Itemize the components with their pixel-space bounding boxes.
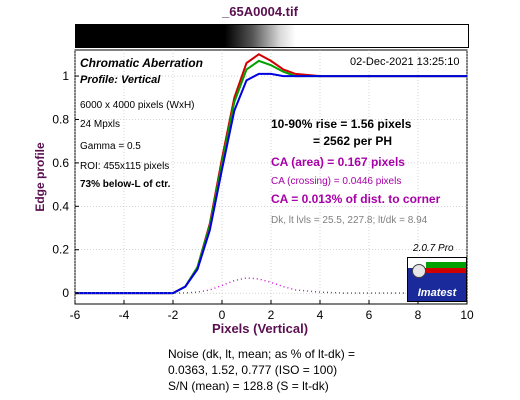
noise-line: S/N (mean) = 128.8 (S = lt-dk) [168, 379, 329, 393]
noise-line: Noise (dk, lt, mean; as % of lt-dk) = [168, 347, 356, 361]
y-tick-label: 0.2 [52, 243, 69, 257]
x-tick-label: -2 [168, 308, 179, 322]
version-label: 2.0.7 Pro [413, 243, 454, 254]
x-axis-label: Pixels (Vertical) [211, 321, 309, 336]
info-line: Gamma = 0.5 [80, 141, 141, 152]
levels-result: Dk, lt lvls = 25.5, 227.8; lt/dk = 8.94 [271, 215, 428, 226]
y-tick-label: 1 [62, 69, 69, 83]
logo-text: Imatest [417, 287, 457, 299]
ca-heading: Chromatic Aberration [80, 56, 203, 70]
rise-per-ph: = 2562 per PH [313, 134, 393, 148]
x-tick-label: -6 [70, 308, 81, 322]
y-tick-label: 0 [62, 286, 69, 300]
x-tick-label: 10 [460, 308, 474, 322]
noise-line: 0.0363, 1.52, 0.777 (ISO = 100) [168, 363, 338, 377]
x-tick-label: 0 [219, 308, 226, 322]
x-tick-label: 6 [366, 308, 373, 322]
x-tick-label: -4 [119, 308, 130, 322]
ca-crossing-result: CA (crossing) = 0.0446 pixels [271, 176, 402, 187]
ca-corner-result: CA = 0.013% of dist. to corner [271, 192, 441, 206]
series-line [75, 72, 467, 295]
ca-area-result: CA (area) = 0.167 pixels [271, 155, 405, 169]
y-tick-label: 0.6 [52, 156, 69, 170]
y-axis-label: Edge profile [33, 142, 47, 212]
profile-label: Profile: Vertical [80, 74, 161, 86]
timestamp: 02-Dec-2021 13:25:10 [350, 56, 460, 68]
info-line: ROI: 455x115 pixels [80, 161, 170, 172]
y-tick-label: 0.8 [52, 112, 69, 126]
imatest-logo: Imatest [407, 257, 467, 302]
edge-gradient-strip [75, 24, 469, 48]
x-tick-label: 4 [317, 308, 324, 322]
x-tick-label: 2 [268, 308, 275, 322]
info-line: 73% below-L of ctr. [80, 179, 171, 190]
info-line: 6000 x 4000 pixels (WxH) [80, 100, 195, 111]
x-tick-label: 8 [415, 308, 422, 322]
info-line: 24 Mpxls [80, 119, 121, 130]
y-tick-label: 0.4 [52, 199, 69, 213]
chart-title: _65A0004.tif [222, 4, 298, 19]
rise-result: 10-90% rise = 1.56 pixels [271, 117, 412, 131]
